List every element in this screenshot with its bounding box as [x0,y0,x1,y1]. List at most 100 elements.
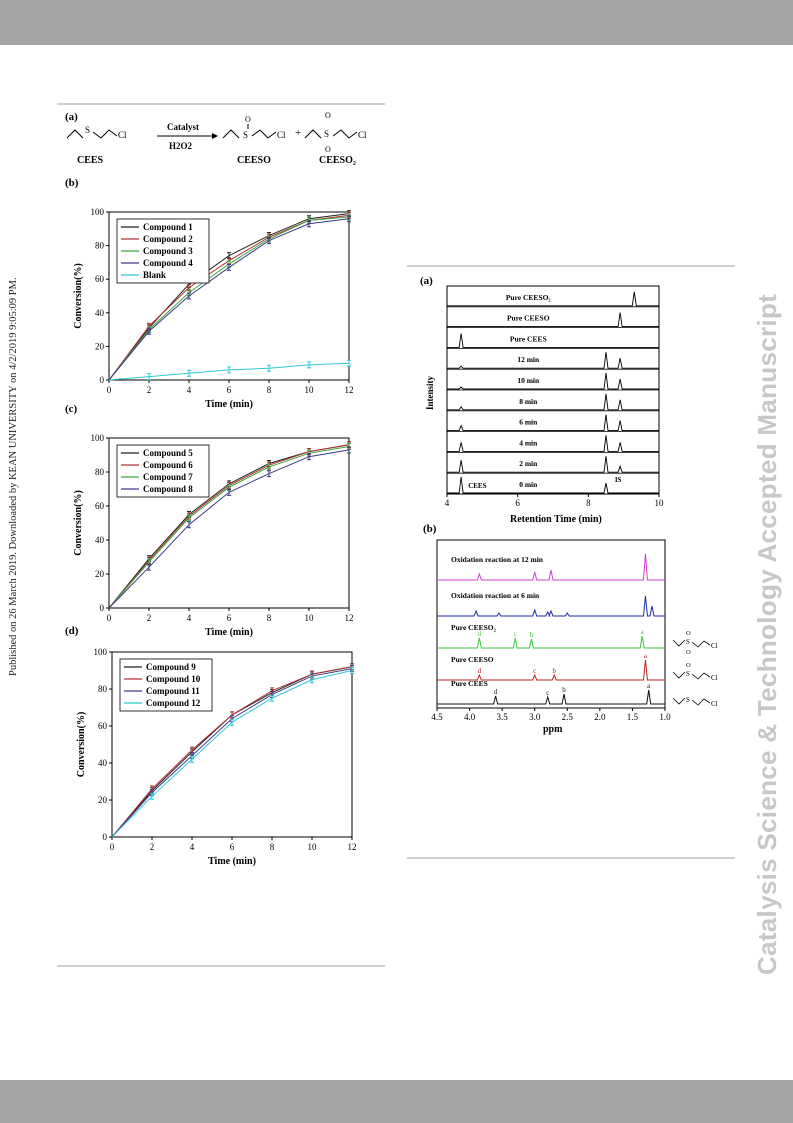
legend-label: Compound 1 [143,222,193,232]
nmr-structure-chain [672,639,686,647]
gc-trace-label: 10 min [517,376,540,385]
gc-x-tick-label: 10 [655,498,665,508]
nmr-peak-letter: d [478,630,482,638]
legend-label: Compound 11 [146,686,200,696]
gc-x-tick-label: 8 [586,498,591,508]
gc-ylabel: Intensity [425,375,435,410]
ceeso-chain [222,129,240,139]
ceeso2-chain2 [332,129,358,139]
y-tick-label: 40 [95,535,105,545]
gc-trace [447,456,659,473]
nmr-trace-label: Pure CEESO₂ [451,623,497,632]
arrow-head [212,133,218,139]
figure-bottom-rule [57,965,385,967]
x-tick-label: 10 [308,842,318,852]
nmr-peak-letter: b [562,686,566,694]
legend-label: Compound 2 [143,234,193,244]
ceeso2-cl: Cl [358,130,367,140]
y-tick-label: 0 [100,375,105,385]
x-tick-label: 0 [107,613,112,623]
y-tick-label: 100 [91,207,105,217]
cees-name: CEES [77,155,104,166]
gc-panel-label: (a) [420,275,433,287]
legend-label: Blank [143,270,166,280]
nmr-peak-letter: c [546,689,549,697]
nmr-peak-letter: d [478,667,482,675]
legend-label: Compound 7 [143,472,193,482]
chart-d: (d) 0 2 4 6 8 10 12 0 20 40 60 80 100 Time (min) Conver… [65,625,357,867]
nmr-structure-chain2 [691,698,711,706]
gc-trace-label: 0 min [519,480,538,489]
cees-cl: Cl [118,130,127,140]
legend-box [119,658,213,712]
panel-label: (d) [65,625,79,637]
gc-trace [447,414,659,432]
gc-x-tick-label: 6 [515,498,520,508]
legend-label: Compound 5 [143,448,193,458]
x-tick-label: 12 [345,385,354,395]
nmr-peak-letter: a [641,628,645,636]
nmr-trace [437,635,665,649]
x-tick-label: 6 [230,842,235,852]
ceeso2-s: S [324,129,329,139]
x-tick-label: 4 [187,613,192,623]
header-band [0,0,793,45]
footer-band [0,1080,793,1123]
nmr-x-tick-label: 4.5 [431,712,443,722]
nmr-trace-label: Oxidation reaction at 6 min [451,591,540,600]
legend-label: Compound 3 [143,246,193,256]
legend-box [116,444,210,498]
y-tick-label: 60 [95,274,105,284]
panel-label: (c) [65,403,78,415]
y-axis-label: Conversion(%) [73,263,84,329]
gc-trace [447,291,659,307]
legend-label: Compound 10 [146,674,201,684]
y-tick-label: 100 [94,647,108,657]
cees-chain [66,129,84,139]
gc-trace-label: Pure CEES [510,334,547,343]
journal-watermark: Catalysis Science & Technology Accepted … [752,293,782,975]
legend-label: Compound 9 [146,662,196,672]
gc-trace-label: 2 min [519,459,538,468]
ceeso-name: CEESO [237,155,271,166]
ceeso2-chain [304,129,322,139]
chart-b: (b) 0 2 4 6 8 10 12 0 20 40 60 80 100 Time (min) Conver… [65,177,354,410]
y-tick-label: 20 [98,795,108,805]
nmr-x-tick-label: 3.0 [529,712,541,722]
nmr-structure-chain [672,697,686,705]
oxidant-label: H2O2 [169,141,193,151]
legend-label: Compound 8 [143,484,193,494]
x-tick-label: 2 [147,385,152,395]
x-axis-label: Time (min) [208,856,256,867]
x-tick-label: 2 [147,613,152,623]
chart-c: (c) 0 2 4 6 8 10 12 0 20 40 60 80 100 Time (min) Conver… [65,403,354,638]
x-tick-label: 0 [107,385,112,395]
y-tick-label: 0 [103,832,108,842]
y-tick-label: 80 [95,467,105,477]
nmr-spectra: (b) ppm Oxidation reaction at 12 min Oxid… [423,523,718,735]
x-tick-label: 8 [270,842,275,852]
y-tick-label: 40 [95,308,105,318]
nmr-structure-s: S [686,670,690,678]
cees-s: S [85,125,90,135]
panel-label: (b) [65,177,79,189]
y-axis-label: Conversion(%) [76,712,87,778]
y-tick-label: 40 [98,758,108,768]
figure2-bottom-rule [407,857,735,859]
cees-chain2 [92,129,118,139]
y-tick-label: 80 [95,241,105,251]
x-tick-label: 4 [190,842,195,852]
nmr-structure-o: O [686,630,691,637]
nmr-x-tick-label: 2.5 [562,712,574,722]
y-tick-label: 20 [95,341,105,351]
x-axis-label: Time (min) [205,627,253,638]
nmr-peak-letter: b [553,667,557,675]
panel-a-label: (a) [65,111,78,123]
gc-trace-label: 12 min [517,355,540,364]
x-tick-label: 8 [267,613,272,623]
x-tick-label: 10 [305,385,315,395]
nmr-structure-chain [672,671,686,679]
nmr-trace-label: Oxidation reaction at 12 min [451,555,544,564]
gc-trace [447,435,659,452]
nmr-peak-letter: b [530,631,534,639]
